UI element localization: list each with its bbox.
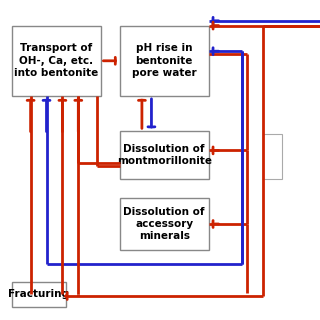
Text: Dissolution of
accessory
minerals: Dissolution of accessory minerals [124, 207, 205, 241]
FancyBboxPatch shape [120, 198, 209, 250]
Text: pH rise in
bentonite
pore water: pH rise in bentonite pore water [132, 44, 196, 78]
Text: Dissolution of
montmorillonite: Dissolution of montmorillonite [117, 144, 212, 166]
FancyBboxPatch shape [263, 134, 282, 179]
FancyBboxPatch shape [120, 131, 209, 179]
FancyBboxPatch shape [120, 26, 209, 96]
FancyBboxPatch shape [12, 282, 66, 307]
Text: Fracturing: Fracturing [8, 289, 69, 300]
FancyBboxPatch shape [12, 26, 100, 96]
Text: Transport of
OH-, Ca, etc.
into bentonite: Transport of OH-, Ca, etc. into bentonit… [14, 44, 98, 78]
